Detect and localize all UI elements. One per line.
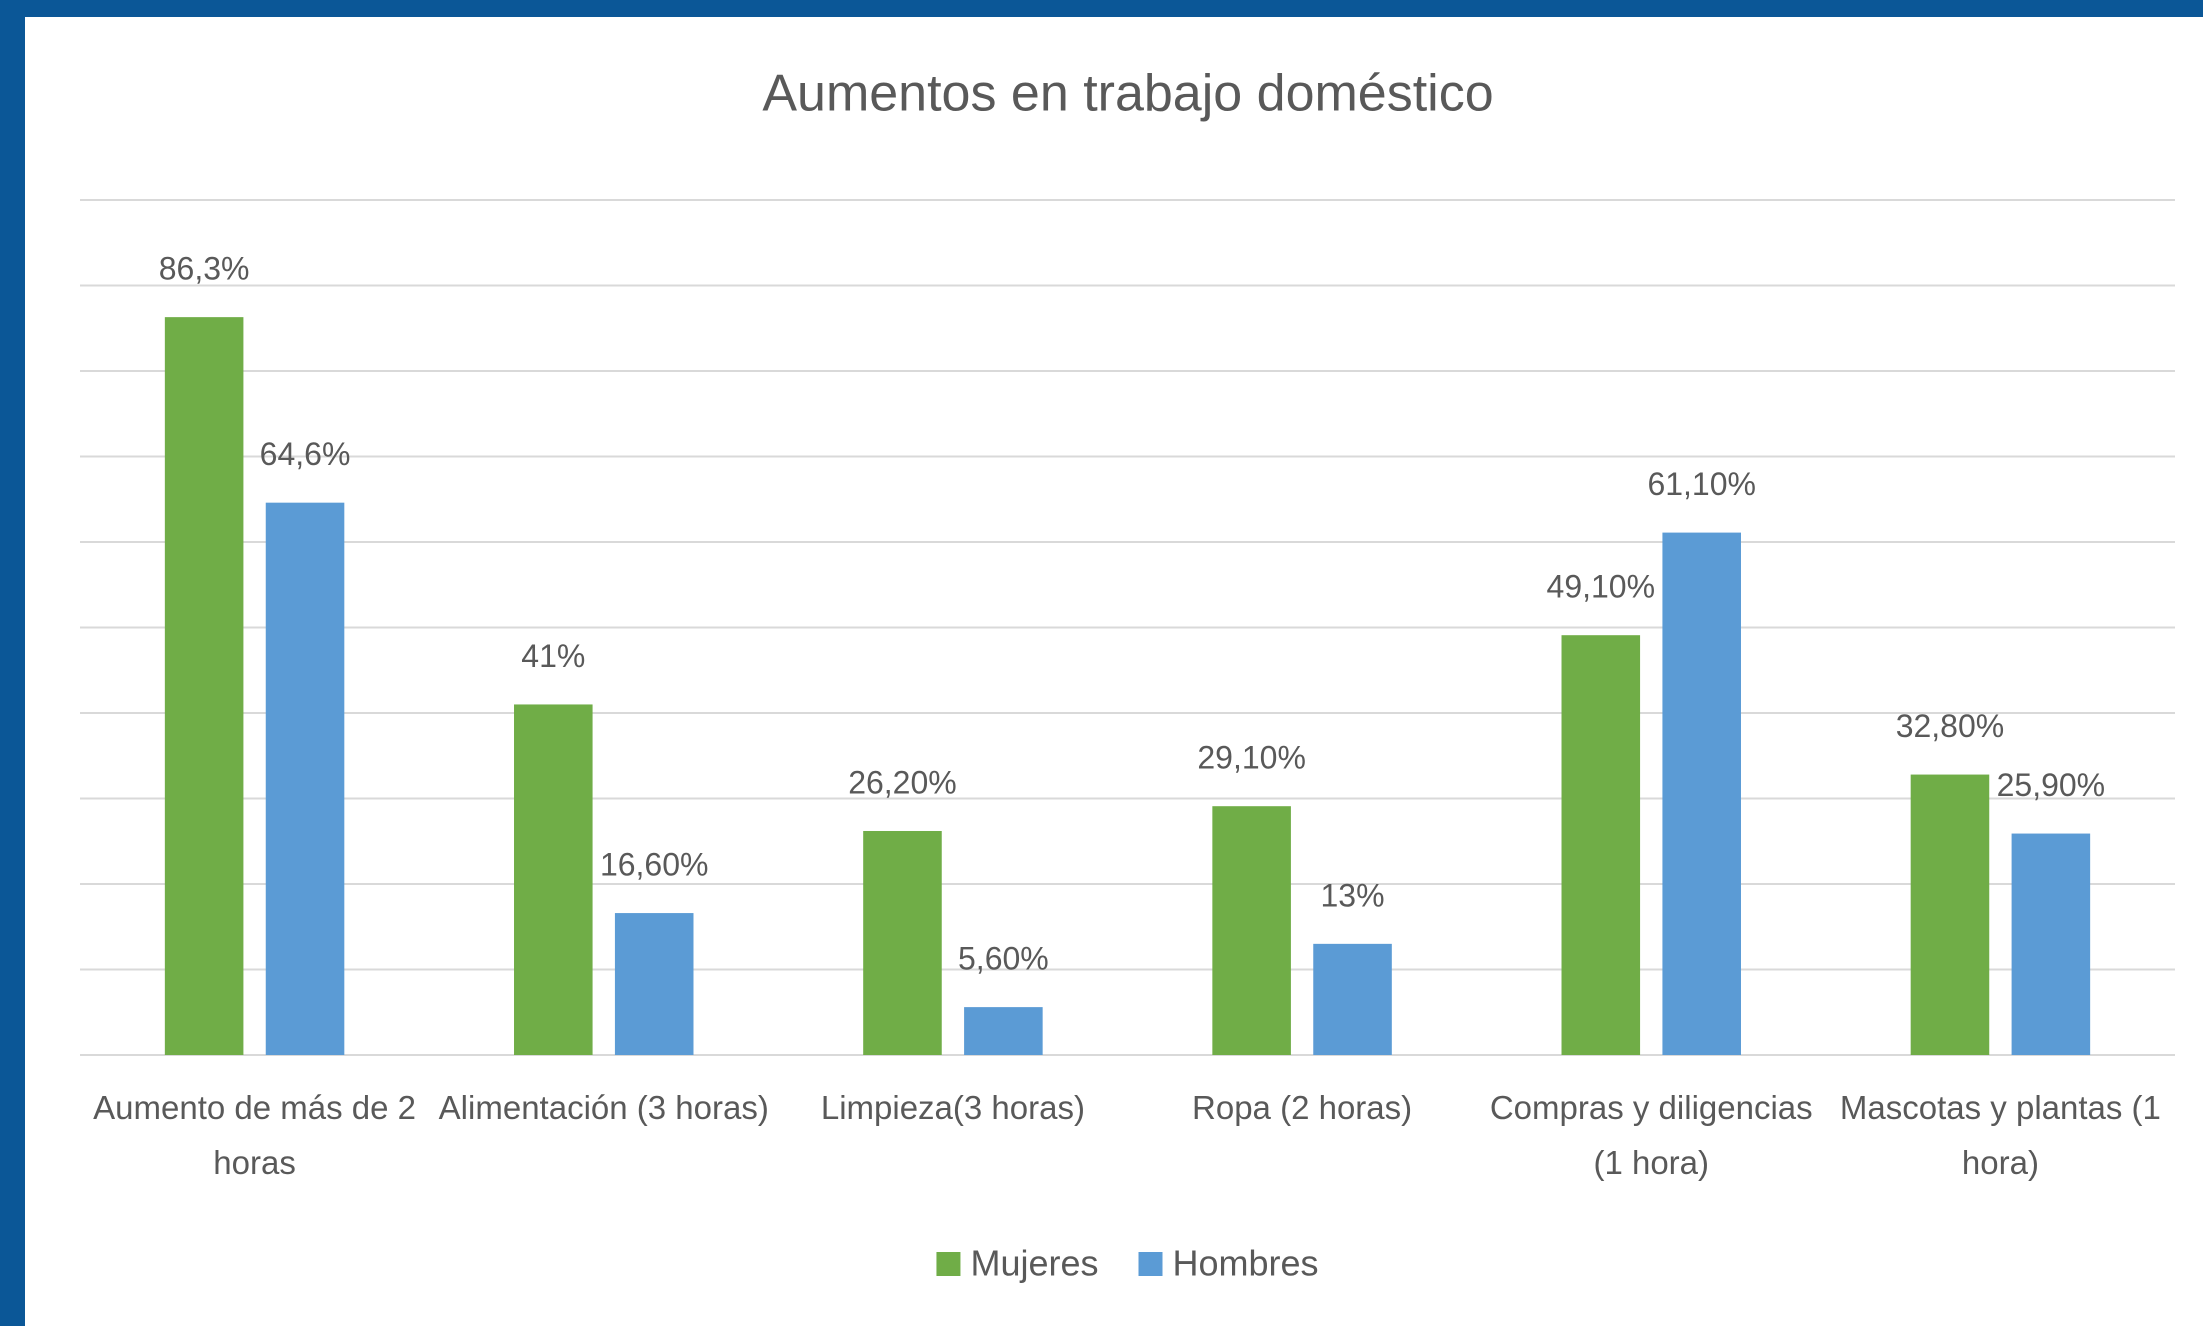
data-label: 49,10% — [1547, 569, 1656, 605]
bar — [964, 1007, 1043, 1055]
legend-item: Hombres — [1138, 1243, 1319, 1284]
data-label: 5,60% — [958, 941, 1049, 977]
data-label: 41% — [521, 638, 585, 674]
legend-swatch — [936, 1252, 961, 1276]
bar — [614, 913, 694, 1055]
legend-swatch — [1138, 1252, 1163, 1276]
data-label: 32,80% — [1896, 708, 2005, 744]
bar — [1910, 774, 1990, 1055]
chart-panel — [25, 17, 2203, 1326]
bar — [514, 704, 593, 1055]
x-tick-label: Compras y diligencias (1 hora) — [1490, 1089, 1813, 1181]
legend-label: Mujeres — [970, 1243, 1098, 1284]
data-label: 13% — [1321, 877, 1385, 913]
x-tick-label: Ropa (2 horas) — [1192, 1089, 1412, 1126]
x-tick-label: Alimentación (3 horas) — [439, 1089, 769, 1126]
bar — [1662, 532, 1741, 1055]
data-label: 26,20% — [848, 764, 957, 800]
data-label: 64,6% — [260, 436, 351, 472]
bar — [265, 502, 345, 1055]
data-label: 25,90% — [1997, 767, 2106, 803]
x-tick-label: Mascotas y plantas (1 hora) — [1840, 1089, 2161, 1181]
data-label: 29,10% — [1197, 740, 1306, 776]
data-label: 16,60% — [600, 847, 709, 883]
bar — [164, 317, 244, 1055]
legend-label: Hombres — [1173, 1243, 1319, 1284]
x-tick-label: Limpieza(3 horas) — [821, 1089, 1085, 1126]
bar — [1561, 635, 1641, 1055]
data-label: 61,10% — [1647, 466, 1756, 502]
data-label: 86,3% — [159, 251, 250, 287]
bar — [1212, 806, 1291, 1055]
bar — [863, 830, 942, 1055]
chart-title: Aumentos en trabajo doméstico — [762, 65, 1493, 123]
legend-item: Mujeres — [936, 1243, 1099, 1284]
bar — [1313, 943, 1392, 1055]
bar — [2011, 833, 2091, 1055]
x-tick-label: Aumento de más de 2 horas — [93, 1089, 416, 1181]
